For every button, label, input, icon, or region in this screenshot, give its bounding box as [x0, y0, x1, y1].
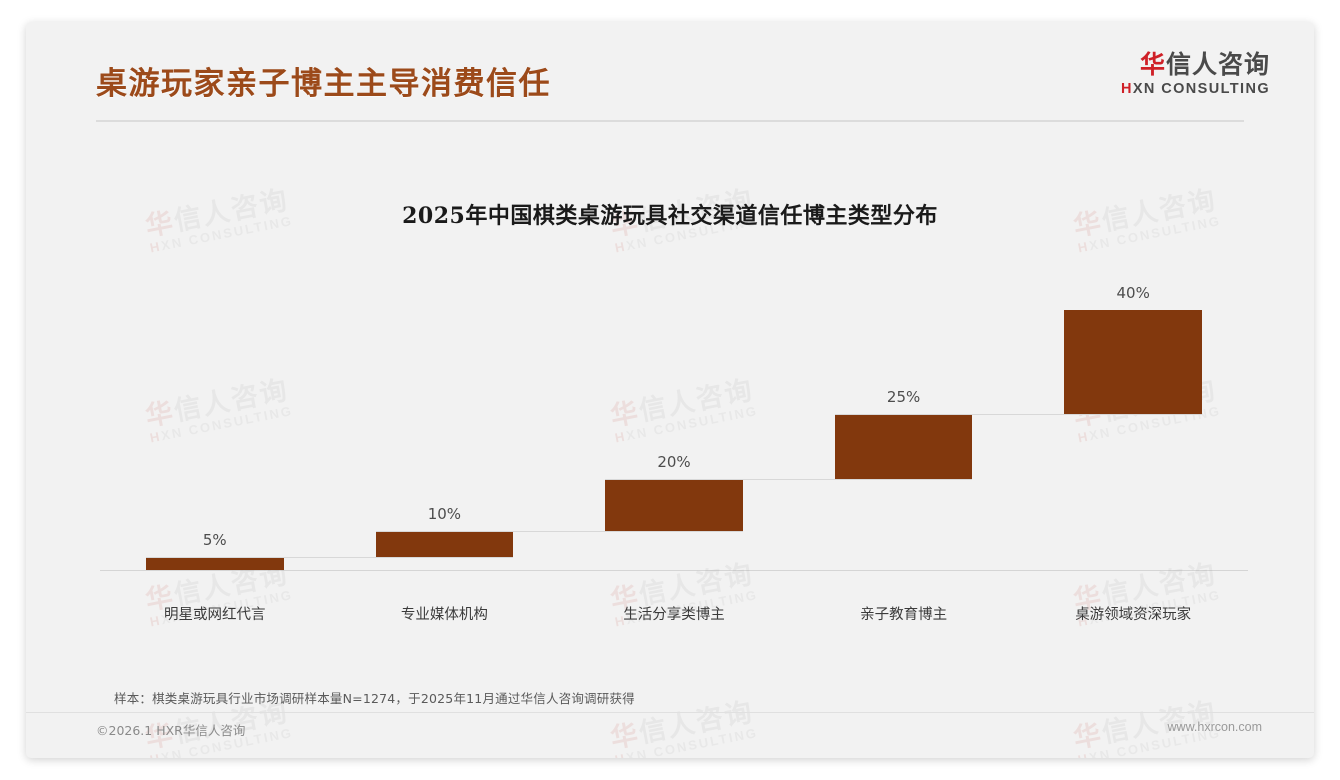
- connector-line-2: [375, 531, 743, 532]
- connector-line-4: [834, 414, 1203, 415]
- bar-4: [834, 414, 973, 479]
- connector-line-1: [145, 557, 514, 558]
- logo-accent-char: 华: [1139, 50, 1166, 79]
- category-label-3: 生活分享类博主: [623, 607, 725, 623]
- logo-chinese-rest: 信人咨询: [1165, 50, 1270, 79]
- category-label-1: 明星或网红代言: [164, 607, 266, 623]
- website-url: www.hxrcon.com: [1167, 720, 1262, 734]
- bar-2: [375, 531, 514, 557]
- company-logo: 华信人咨询 HXN CONSULTING: [1121, 52, 1270, 97]
- data-label-1: 5%: [202, 531, 227, 549]
- page-title: 桌游玩家亲子博主主导消费信任: [96, 66, 551, 102]
- logo-en-accent-char: H: [1120, 81, 1133, 97]
- bar-5: [1064, 310, 1203, 414]
- bar-3: [605, 479, 743, 531]
- waterfall-chart-plot: 5% 明星或网红代言 10% 专业媒体机构 20% 生活分享类博主 25% 亲子教育博主 40%…: [26, 22, 1314, 758]
- footer-divider: [26, 712, 1314, 713]
- copyright-text: ©2026.1 HXR华信人咨询: [96, 723, 246, 738]
- chart-baseline-axis: [100, 570, 1248, 571]
- source-note: 样本：棋类桌游玩具行业市场调研样本量N=1274，于2025年11月通过华信人咨…: [114, 691, 635, 706]
- chart-title: 2025年中国棋类桌游玩具社交渠道信任博主类型分布: [402, 203, 938, 229]
- data-label-3: 20%: [657, 453, 691, 471]
- data-label-5: 40%: [1116, 284, 1150, 302]
- bar-1: [145, 557, 284, 570]
- category-label-4: 亲子教育博主: [860, 607, 948, 623]
- data-label-4: 25%: [886, 388, 921, 406]
- connector-line-3: [605, 479, 973, 480]
- slide-canvas: 华信人咨询 HXN CONSULTING 华信人咨询 HXN CONSULTING 华信…: [26, 22, 1314, 758]
- header-divider: [96, 120, 1244, 122]
- category-label-2: 专业媒体机构: [400, 607, 488, 623]
- category-label-5: 桌游领域资深玩家: [1075, 607, 1192, 623]
- logo-en-rest: XN CONSULTING: [1132, 81, 1270, 97]
- slide-header: 桌游玩家亲子博主主导消费信任 华信人咨询 HXN CONSULTING: [26, 22, 1314, 138]
- data-label-2: 10%: [427, 505, 462, 523]
- logo-english-text: HXN CONSULTING: [1121, 82, 1270, 97]
- logo-chinese-text: 华信人咨询: [1121, 52, 1270, 77]
